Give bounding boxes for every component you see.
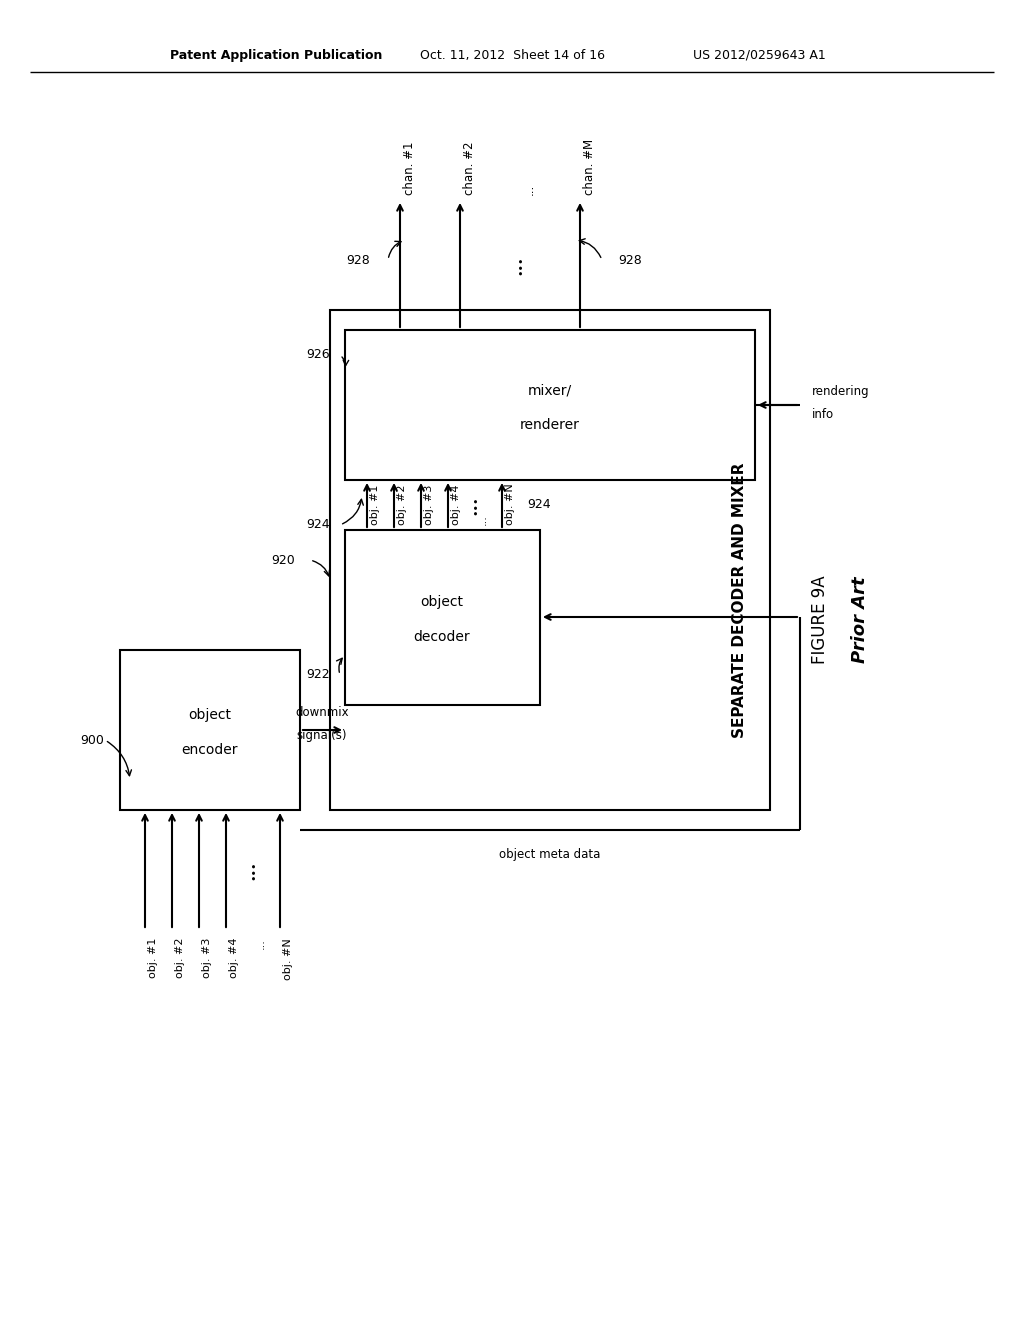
Text: 900: 900 <box>80 734 103 747</box>
Text: 920: 920 <box>271 553 295 566</box>
Text: object: object <box>188 708 231 722</box>
Text: chan. #M: chan. #M <box>583 139 596 195</box>
Text: obj. #4: obj. #4 <box>229 939 239 978</box>
Text: encoder: encoder <box>181 743 239 756</box>
Bar <box>120 649 300 810</box>
Text: obj. #4: obj. #4 <box>451 484 461 525</box>
Text: obj. #1: obj. #1 <box>370 484 380 525</box>
Text: •••: ••• <box>515 255 525 275</box>
Bar <box>345 531 540 705</box>
Text: object meta data: object meta data <box>500 847 601 861</box>
Text: 926: 926 <box>306 348 330 362</box>
Text: info: info <box>812 408 835 421</box>
Text: obj. #2: obj. #2 <box>175 939 185 978</box>
Text: FIGURE 9A: FIGURE 9A <box>811 576 829 664</box>
Text: US 2012/0259643 A1: US 2012/0259643 A1 <box>693 49 825 62</box>
Text: 924: 924 <box>306 519 330 532</box>
Text: obj. #N: obj. #N <box>283 939 293 979</box>
Text: ...: ... <box>523 183 536 195</box>
Text: Oct. 11, 2012  Sheet 14 of 16: Oct. 11, 2012 Sheet 14 of 16 <box>420 49 605 62</box>
Text: Patent Application Publication: Patent Application Publication <box>170 49 382 62</box>
Text: ...: ... <box>256 939 266 949</box>
Text: Prior Art: Prior Art <box>851 577 869 664</box>
Text: chan. #2: chan. #2 <box>463 141 476 195</box>
Text: obj. #N: obj. #N <box>505 483 515 525</box>
Text: signal(s): signal(s) <box>297 729 347 742</box>
Text: renderer: renderer <box>520 418 580 432</box>
Text: downmix: downmix <box>295 705 349 718</box>
Text: obj. #2: obj. #2 <box>397 484 407 525</box>
Text: 924: 924 <box>527 499 551 511</box>
Text: 928: 928 <box>618 253 642 267</box>
Text: object: object <box>421 595 464 609</box>
Text: •••: ••• <box>248 861 258 879</box>
Bar <box>345 330 755 480</box>
Text: obj. #3: obj. #3 <box>202 939 212 978</box>
Text: 922: 922 <box>306 668 330 681</box>
Text: 928: 928 <box>346 253 370 267</box>
Text: decoder: decoder <box>414 630 470 644</box>
Text: obj. #1: obj. #1 <box>148 939 158 978</box>
Text: obj. #3: obj. #3 <box>424 484 434 525</box>
Bar <box>330 310 770 810</box>
Text: chan. #1: chan. #1 <box>403 141 416 195</box>
Text: SEPARATE DECODER AND MIXER: SEPARATE DECODER AND MIXER <box>732 462 748 738</box>
Text: mixer/: mixer/ <box>528 383 572 397</box>
Text: rendering: rendering <box>812 384 869 397</box>
Text: •••: ••• <box>470 495 480 515</box>
Text: ...: ... <box>478 513 488 525</box>
